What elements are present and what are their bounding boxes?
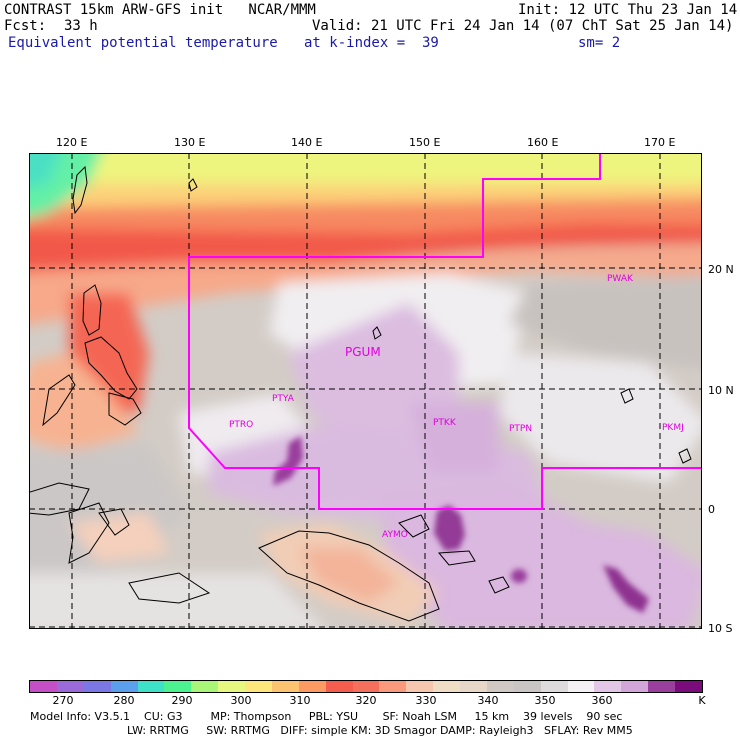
lon-label-130: 130 E [174, 136, 206, 149]
legend-swatch [540, 681, 568, 692]
theta-e-map: PWAK PGUM PTYA PTRO PTKK PTPN PKMJ AYMO [29, 153, 702, 629]
legend-tick-label: 280 [113, 694, 135, 707]
legend-swatch [56, 681, 84, 692]
smoothing-info: sm= 2 [578, 35, 621, 51]
level-info: at k-index = 39 [304, 35, 439, 51]
model-title: CONTRAST 15km ARW-GFS init NCAR/MMM [4, 2, 316, 18]
legend-swatch [567, 681, 595, 692]
legend-swatch [218, 681, 245, 692]
high-theta-e-cells [273, 436, 649, 613]
legend-tick-label: K [698, 694, 706, 707]
legend-swatch [164, 681, 192, 692]
lat-label-20n: 20 N [708, 263, 734, 276]
legend-tick-label: 360 [591, 694, 613, 707]
legend-swatch [648, 681, 675, 692]
model-info-line: Model Info: V3.5.1 CU: G3 MP: Thompson P… [30, 710, 623, 723]
legend-swatch [486, 681, 514, 692]
legend-swatch [675, 681, 702, 692]
station-labels: PWAK PGUM PTYA PTRO PTKK PTPN PKMJ AYMO [229, 274, 684, 540]
station-ptya: PTYA [272, 394, 295, 404]
legend-swatch [513, 681, 541, 692]
legend-swatch [298, 681, 326, 692]
lat-label-eq: 0 [708, 503, 715, 516]
legend-swatch [30, 681, 57, 692]
legend-tick-label: 330 [415, 694, 437, 707]
legend-swatch [271, 681, 299, 692]
nested-domain-border [188, 153, 702, 510]
physics-info-line: LW: RRTMG SW: RRTMG DIFF: simple KM: 3D … [127, 724, 633, 737]
legend-swatch [460, 681, 487, 692]
station-pwak: PWAK [607, 274, 634, 284]
init-time: Init: 12 UTC Thu 23 Jan 14 [518, 2, 738, 18]
lat-lon-grid [29, 153, 702, 629]
coastlines [29, 165, 692, 622]
legend-tick-label: 270 [52, 694, 74, 707]
lon-label-170: 170 E [644, 136, 676, 149]
legend-swatch [191, 681, 219, 692]
forecast-hour: 33 h [64, 18, 98, 34]
forecast-label: Fcst: [4, 18, 47, 34]
lat-label-10n: 10 N [708, 384, 734, 397]
lat-label-10s: 10 S [708, 622, 733, 635]
lon-label-160: 160 E [527, 136, 559, 149]
legend-swatch [379, 681, 407, 692]
lon-label-140: 140 E [291, 136, 323, 149]
legend-swatch [621, 681, 649, 692]
legend-tick-label: 340 [477, 694, 499, 707]
legend-tick-label: 290 [171, 694, 193, 707]
color-scale-legend [29, 680, 703, 693]
legend-tick-label: 320 [355, 694, 377, 707]
legend-swatch [325, 681, 353, 692]
station-pkmj: PKMJ [662, 423, 684, 433]
valid-time: Valid: 21 UTC Fri 24 Jan 14 (07 ChT Sat … [312, 18, 734, 34]
field-name: Equivalent potential temperature [8, 35, 278, 51]
station-ptpn: PTPN [509, 424, 532, 434]
legend-tick-label: 300 [230, 694, 252, 707]
station-aymo: AYMO [382, 530, 408, 540]
legend-swatch [245, 681, 272, 692]
legend-swatch [406, 681, 434, 692]
legend-swatch [352, 681, 380, 692]
theta-e-shading [29, 153, 702, 629]
lon-label-120: 120 E [56, 136, 88, 149]
legend-tick-label: 310 [289, 694, 311, 707]
legend-swatch [83, 681, 111, 692]
legend-swatch [137, 681, 165, 692]
map-frame [29, 153, 702, 629]
lon-label-150: 150 E [409, 136, 441, 149]
station-ptkk: PTKK [433, 418, 457, 428]
legend-swatch [594, 681, 622, 692]
legend-swatch [110, 681, 138, 692]
legend-tick-label: 350 [534, 694, 556, 707]
station-ptro: PTRO [229, 420, 253, 430]
station-pgum: PGUM [345, 345, 381, 359]
legend-swatch [433, 681, 460, 692]
